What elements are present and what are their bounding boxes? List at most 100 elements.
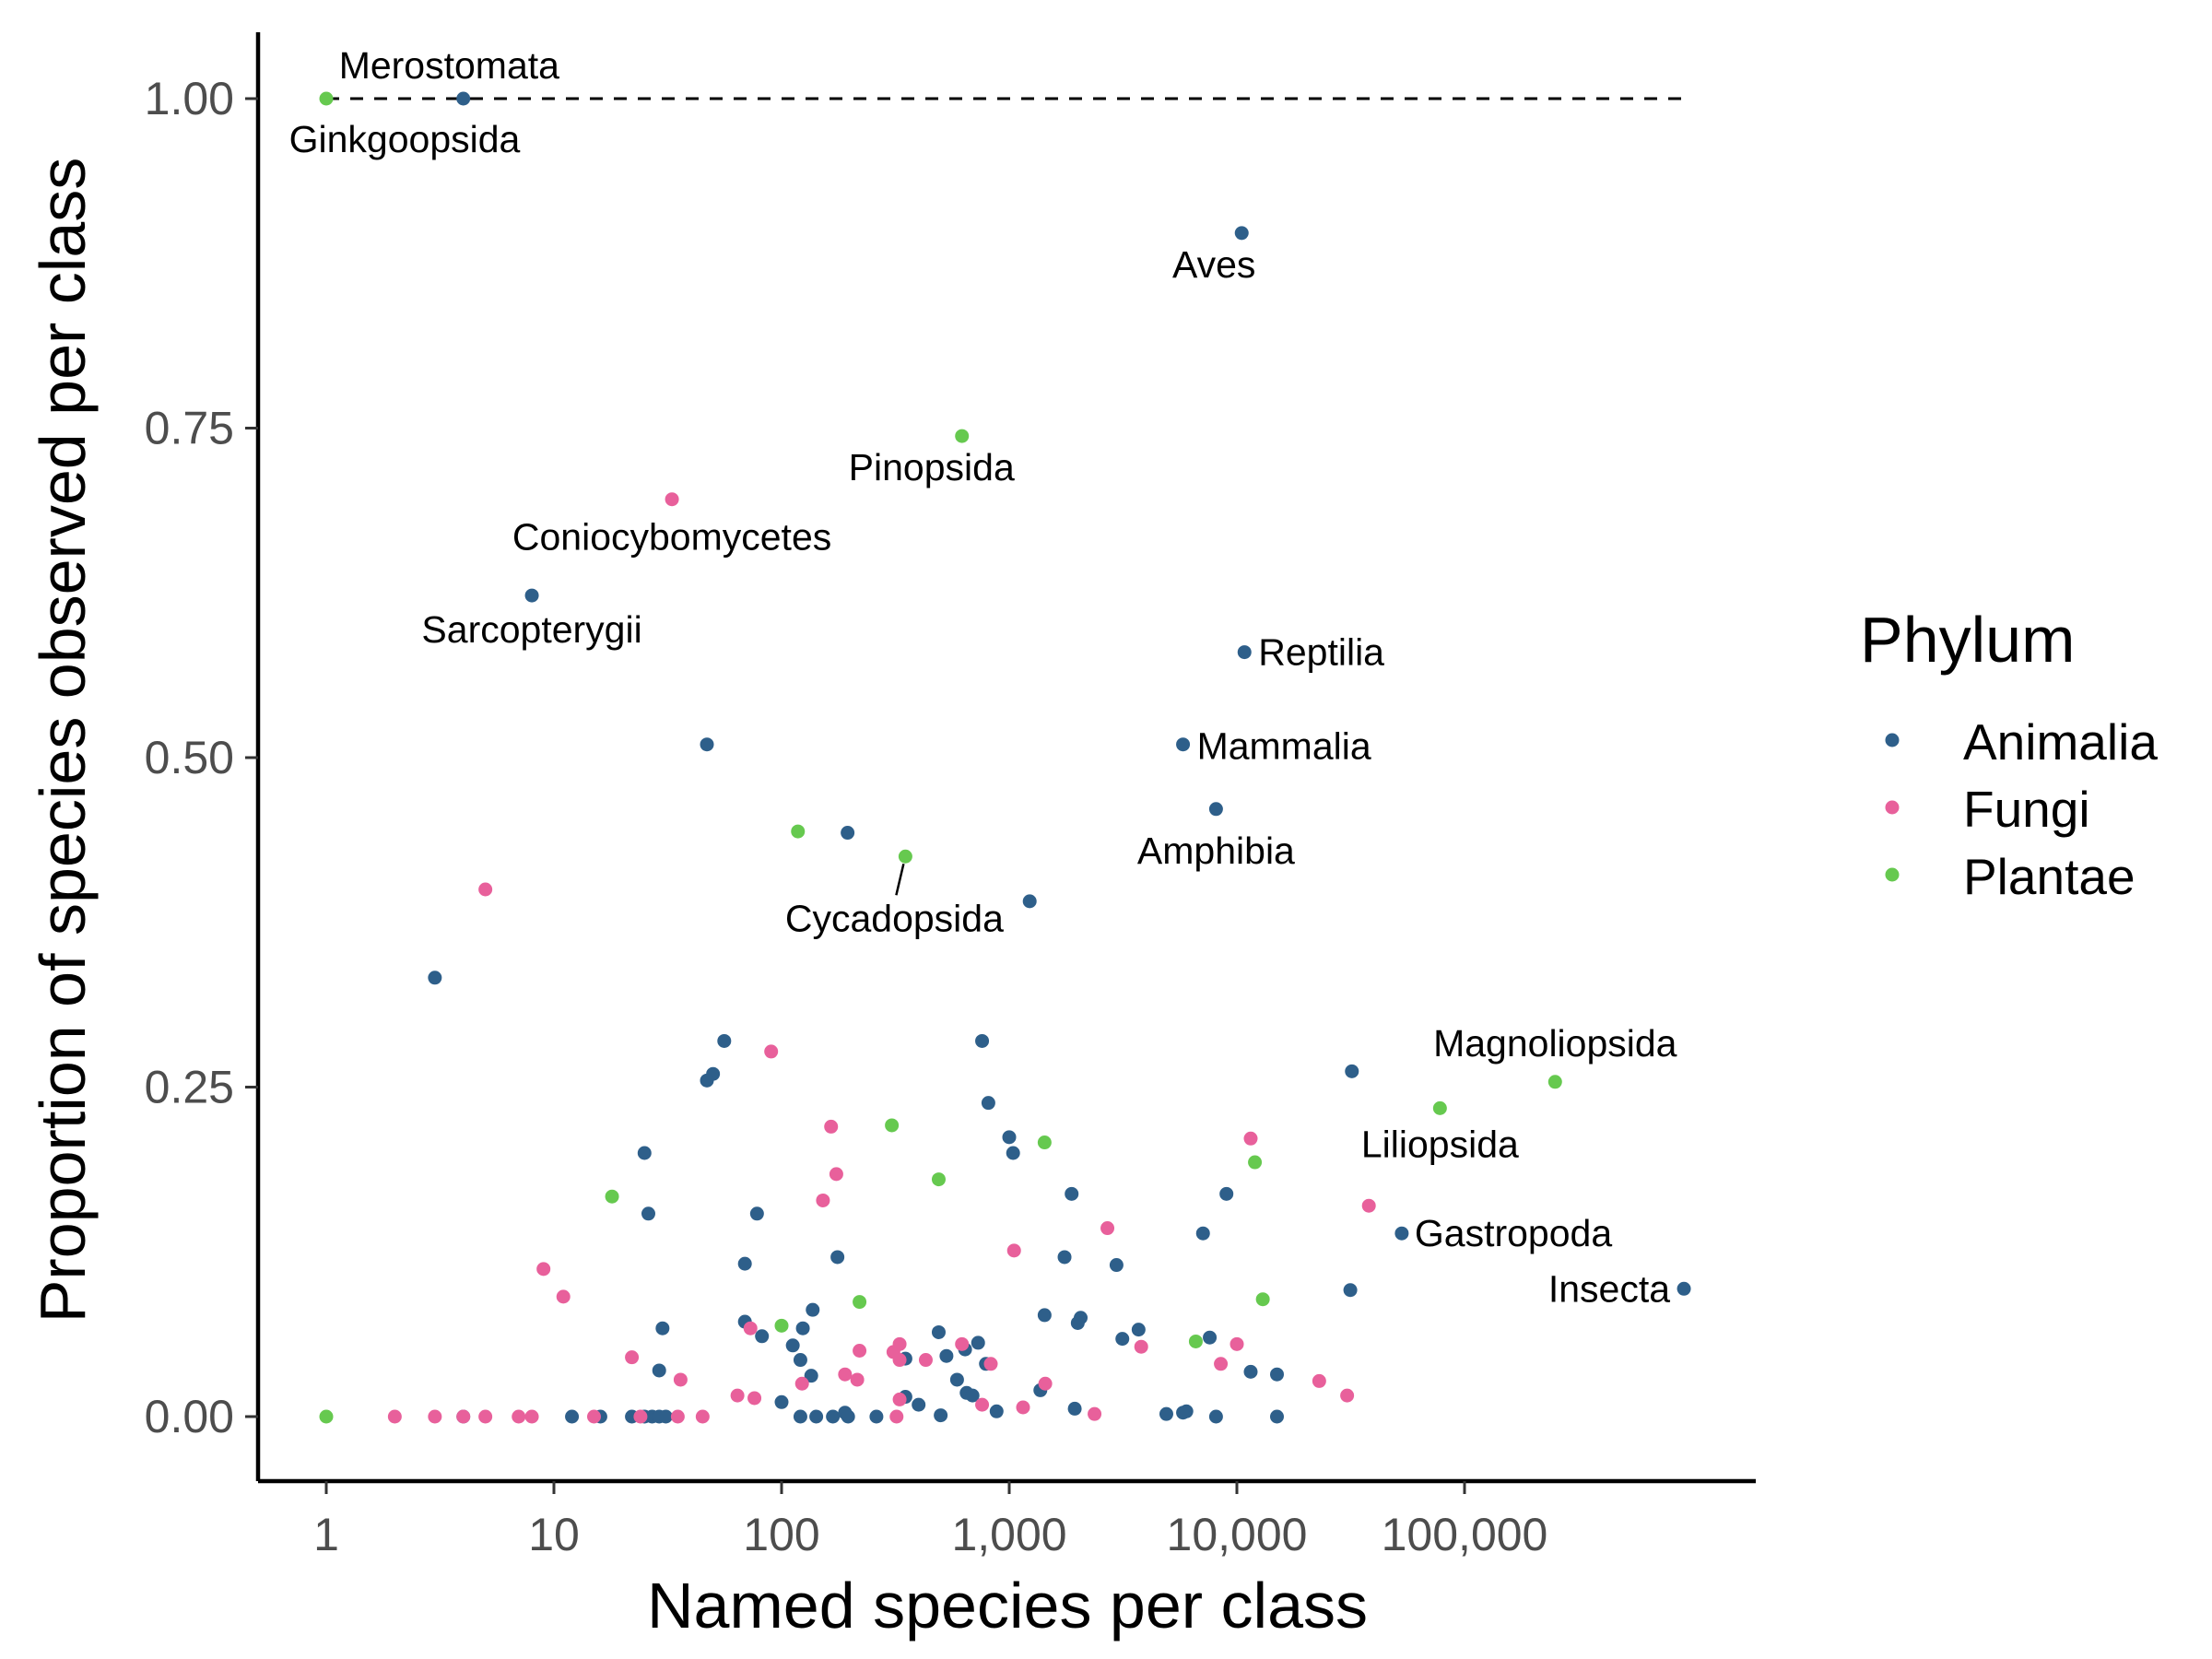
point-label: Cycadopsida [785, 897, 1004, 939]
point-fungi [955, 1336, 970, 1351]
point-animalia [826, 1409, 841, 1424]
point-fungi [1361, 1198, 1376, 1213]
point-animalia [1345, 1064, 1359, 1078]
point-animalia [1269, 1409, 1284, 1424]
point-animalia [641, 1206, 655, 1221]
point-animalia [524, 588, 539, 603]
x-tick-label: 1 [313, 1509, 339, 1560]
point-label: Liliopsida [1361, 1123, 1519, 1165]
point-fungi [892, 1392, 907, 1406]
point-animalia [1022, 894, 1037, 909]
point-fungi [1340, 1388, 1355, 1403]
point-animalia [793, 1409, 807, 1424]
point-fungi [673, 1372, 688, 1387]
point-animalia [965, 1388, 980, 1403]
point-plantae [1432, 1100, 1447, 1115]
point-label: Magnoliopsida [1433, 1022, 1677, 1065]
point-animalia [830, 1250, 845, 1265]
point-fungi [1230, 1336, 1244, 1351]
point-animalia [1159, 1406, 1173, 1421]
legend: Phylum Animalia Fungi Plantae [1860, 604, 2158, 905]
point-fungi [428, 1409, 442, 1424]
point-fungi [1088, 1406, 1102, 1421]
x-axis-title: Named species per class [647, 1570, 1368, 1641]
point-animalia [1677, 1281, 1691, 1296]
point-animalia [1394, 1226, 1409, 1241]
point-animalia [1219, 1186, 1234, 1201]
point-fungi [816, 1193, 830, 1207]
point-animalia [795, 1321, 810, 1335]
point-plantae [1188, 1334, 1203, 1348]
y-tick-label: 0.00 [145, 1391, 234, 1442]
point-fungi [918, 1353, 933, 1368]
point-plantae [955, 429, 970, 443]
point-plantae [931, 1172, 946, 1187]
plot-area: 1 10 100 1,000 10,000 100,000 0.00 0.25 0.50 0.7… [145, 32, 1756, 1560]
point-animalia [456, 91, 471, 106]
point-animalia [655, 1321, 670, 1335]
point-plantae [898, 849, 912, 864]
point-fungi [829, 1167, 843, 1182]
point-animalia [971, 1335, 985, 1350]
point-animalia [1234, 226, 1249, 241]
point-animalia [1203, 1330, 1218, 1345]
point-label: Sarcopterygii [421, 608, 641, 651]
point-animalia [774, 1394, 789, 1409]
point-fungi [889, 1409, 904, 1424]
point-fungi [695, 1409, 710, 1424]
point-fungi [536, 1262, 551, 1277]
point-animalia [1057, 1250, 1072, 1265]
y-tick-label: 0.75 [145, 403, 234, 454]
point-fungi [1016, 1400, 1030, 1415]
point-animalia [939, 1348, 954, 1363]
point-animalia [869, 1409, 884, 1424]
point-plantae [774, 1318, 789, 1333]
x-axis-ticks: 1 10 100 1,000 10,000 100,000 [313, 1481, 1547, 1560]
point-animalia [806, 1302, 820, 1317]
point-fungi [824, 1119, 839, 1134]
point-animalia [841, 1409, 855, 1424]
legend-title: Phylum [1860, 604, 2075, 676]
point-fungi [478, 882, 493, 897]
point-fungi [387, 1409, 402, 1424]
point-labels: Merostomata Aves Sarcopterygii Reptilia Mamm… [289, 44, 1677, 1310]
point-animalia [912, 1397, 926, 1412]
legend-key-fungi [1885, 800, 1900, 815]
legend-key-plantae [1885, 867, 1900, 882]
point-animalia [841, 826, 855, 841]
point-animalia [1237, 645, 1252, 660]
point-animalia [565, 1409, 580, 1424]
point-label: Insecta [1548, 1267, 1670, 1310]
y-tick-label: 0.50 [145, 732, 234, 783]
point-label: Ginkgoopsida [289, 118, 521, 160]
point-animalia [652, 1363, 666, 1378]
legend-label-plantae: Plantae [1963, 848, 2136, 905]
point-animalia [1067, 1401, 1082, 1416]
point-label: Merostomata [339, 44, 559, 87]
point-fungi [794, 1376, 809, 1391]
point-plantae [791, 824, 806, 839]
point-animalia [1115, 1332, 1130, 1347]
point-animalia [793, 1353, 807, 1368]
point-fungi [1006, 1243, 1021, 1258]
point-plantae [1547, 1075, 1562, 1089]
point-animalia [637, 1146, 652, 1160]
label-leader-line [895, 863, 905, 896]
point-fungi [892, 1353, 907, 1368]
point-animalia [749, 1206, 764, 1221]
point-animalia [1070, 1315, 1085, 1330]
point-label: Coniocybomycetes [512, 516, 831, 559]
point-animalia [1131, 1323, 1146, 1337]
point-plantae [319, 91, 334, 106]
point-plantae [605, 1189, 619, 1204]
point-fungi [586, 1409, 601, 1424]
point-fungi [1100, 1221, 1115, 1236]
point-animalia [1002, 1130, 1017, 1145]
point-fungi [512, 1409, 526, 1424]
point-plantae [1255, 1292, 1270, 1307]
point-animalia [1176, 737, 1191, 752]
point-animalia [1109, 1258, 1124, 1273]
point-animalia [428, 971, 442, 985]
legend-key-animalia [1885, 733, 1900, 747]
